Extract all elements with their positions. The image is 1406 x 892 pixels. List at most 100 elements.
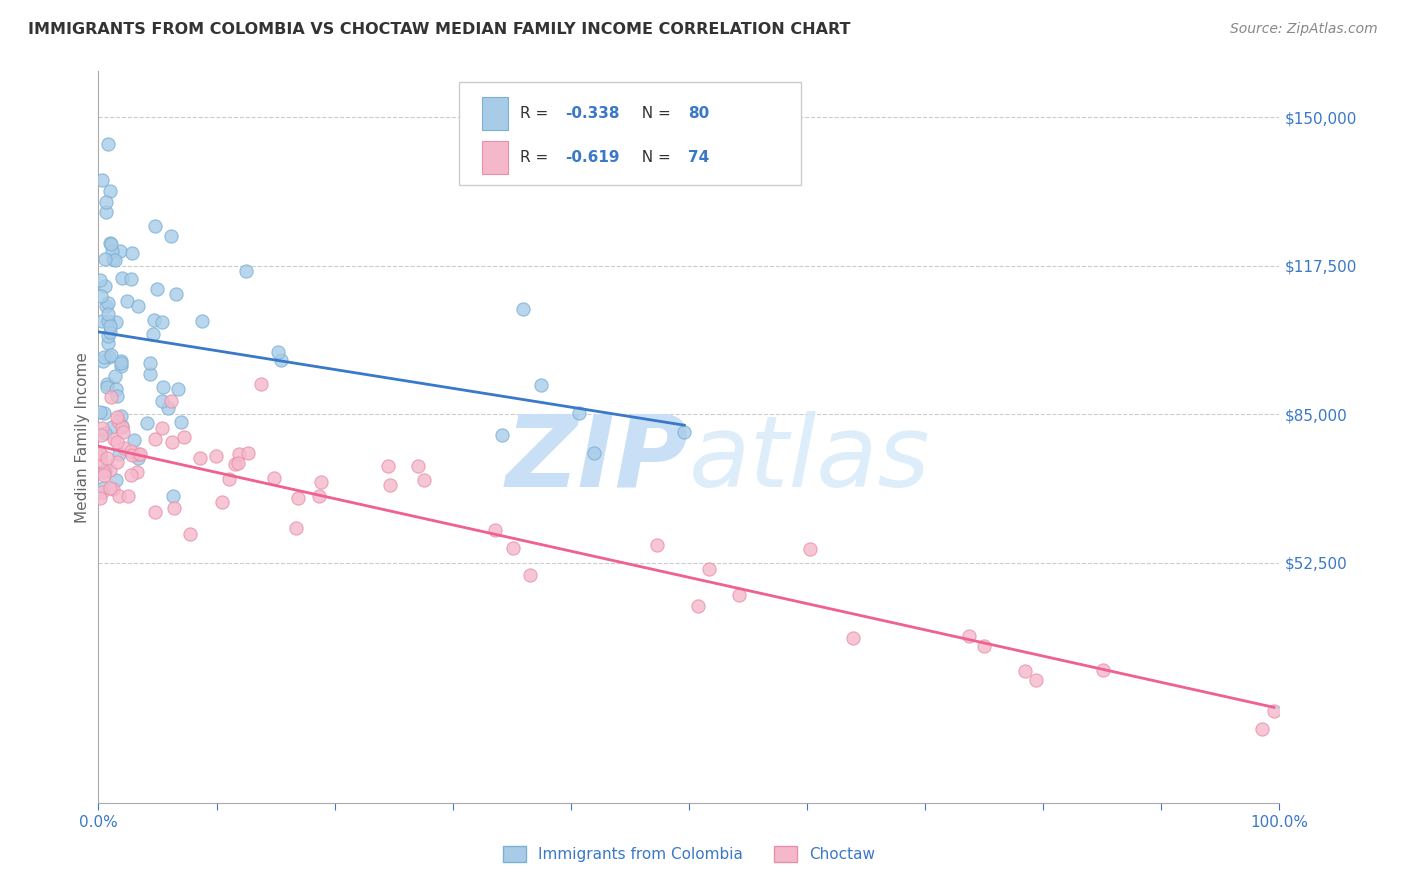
Point [97, 350, 120, 364]
Point [91, 353, 114, 368]
Point [100, 463, 122, 477]
Bar [482, 97, 508, 130]
Point [267, 344, 290, 359]
Point [270, 353, 292, 368]
Point [101, 420, 124, 434]
Point [110, 359, 132, 374]
Point [103, 483, 125, 497]
Point [90, 421, 112, 435]
Point [93, 279, 115, 293]
Point [90, 313, 112, 327]
Point [100, 348, 122, 362]
Point [91, 481, 114, 495]
Point [98, 184, 121, 198]
Text: R =: R = [520, 106, 553, 121]
Text: 74: 74 [688, 150, 709, 165]
Text: Source: ZipAtlas.com: Source: ZipAtlas.com [1230, 22, 1378, 37]
Text: N =: N = [633, 106, 676, 121]
Point [108, 489, 131, 503]
Point [145, 219, 167, 234]
Text: -0.338: -0.338 [565, 106, 620, 121]
Point [121, 449, 143, 463]
Point [519, 568, 541, 582]
Point [90, 454, 112, 468]
Point [166, 286, 188, 301]
Point [699, 562, 721, 576]
Point [120, 467, 142, 482]
Point [160, 394, 183, 409]
Point [105, 454, 128, 468]
Point [957, 629, 980, 643]
Point [107, 415, 129, 429]
Point [127, 465, 149, 479]
Point [122, 433, 145, 447]
Point [89, 491, 111, 505]
Point [93, 351, 115, 365]
Point [93, 468, 115, 483]
Point [308, 489, 330, 503]
Point [141, 326, 163, 341]
Point [100, 236, 122, 251]
Point [142, 313, 165, 327]
Point [96, 299, 118, 313]
Point [378, 477, 401, 491]
Point [93, 407, 115, 421]
Point [309, 475, 332, 489]
Point [104, 383, 127, 397]
Point [163, 501, 186, 516]
Point [530, 378, 553, 392]
Point [104, 253, 127, 268]
Text: IMMIGRANTS FROM COLOMBIA VS CHOCTAW MEDIAN FAMILY INCOME CORRELATION CHART: IMMIGRANTS FROM COLOMBIA VS CHOCTAW MEDI… [28, 22, 851, 37]
Point [112, 425, 135, 440]
Point [673, 425, 696, 440]
Point [115, 294, 138, 309]
Point [94, 252, 117, 267]
Point [110, 354, 132, 368]
Point [121, 246, 143, 260]
Point [89, 449, 111, 463]
Point [973, 639, 995, 653]
Point [91, 485, 114, 500]
Point [105, 316, 128, 330]
Point [146, 282, 169, 296]
Point [105, 409, 128, 424]
Point [101, 244, 124, 258]
Point [100, 390, 122, 404]
Legend: Immigrants from Colombia, Choctaw: Immigrants from Colombia, Choctaw [496, 840, 882, 868]
Point [191, 313, 214, 327]
Point [97, 329, 120, 343]
Point [120, 272, 142, 286]
Point [100, 325, 122, 339]
Point [188, 450, 211, 465]
Point [162, 489, 184, 503]
Point [89, 447, 111, 461]
Point [103, 432, 125, 446]
Point [143, 505, 166, 519]
Point [97, 336, 120, 351]
Point [204, 449, 226, 463]
Point [1025, 673, 1047, 688]
Text: atlas: atlas [689, 410, 931, 508]
Point [150, 315, 173, 329]
Point [377, 458, 399, 473]
Point [105, 389, 128, 403]
Point [568, 407, 591, 421]
Point [110, 409, 132, 423]
Point [110, 270, 132, 285]
Point [98, 235, 121, 250]
Point [287, 491, 309, 505]
Point [96, 380, 118, 394]
Point [143, 432, 166, 446]
Point [105, 434, 128, 449]
Point [491, 428, 513, 442]
Point [90, 289, 112, 303]
Point [138, 367, 160, 381]
Point [135, 416, 157, 430]
Point [688, 599, 710, 613]
Point [89, 273, 111, 287]
Point [211, 495, 233, 509]
Point [218, 472, 240, 486]
Point [108, 244, 131, 259]
Point [127, 450, 149, 465]
Point [94, 426, 117, 441]
